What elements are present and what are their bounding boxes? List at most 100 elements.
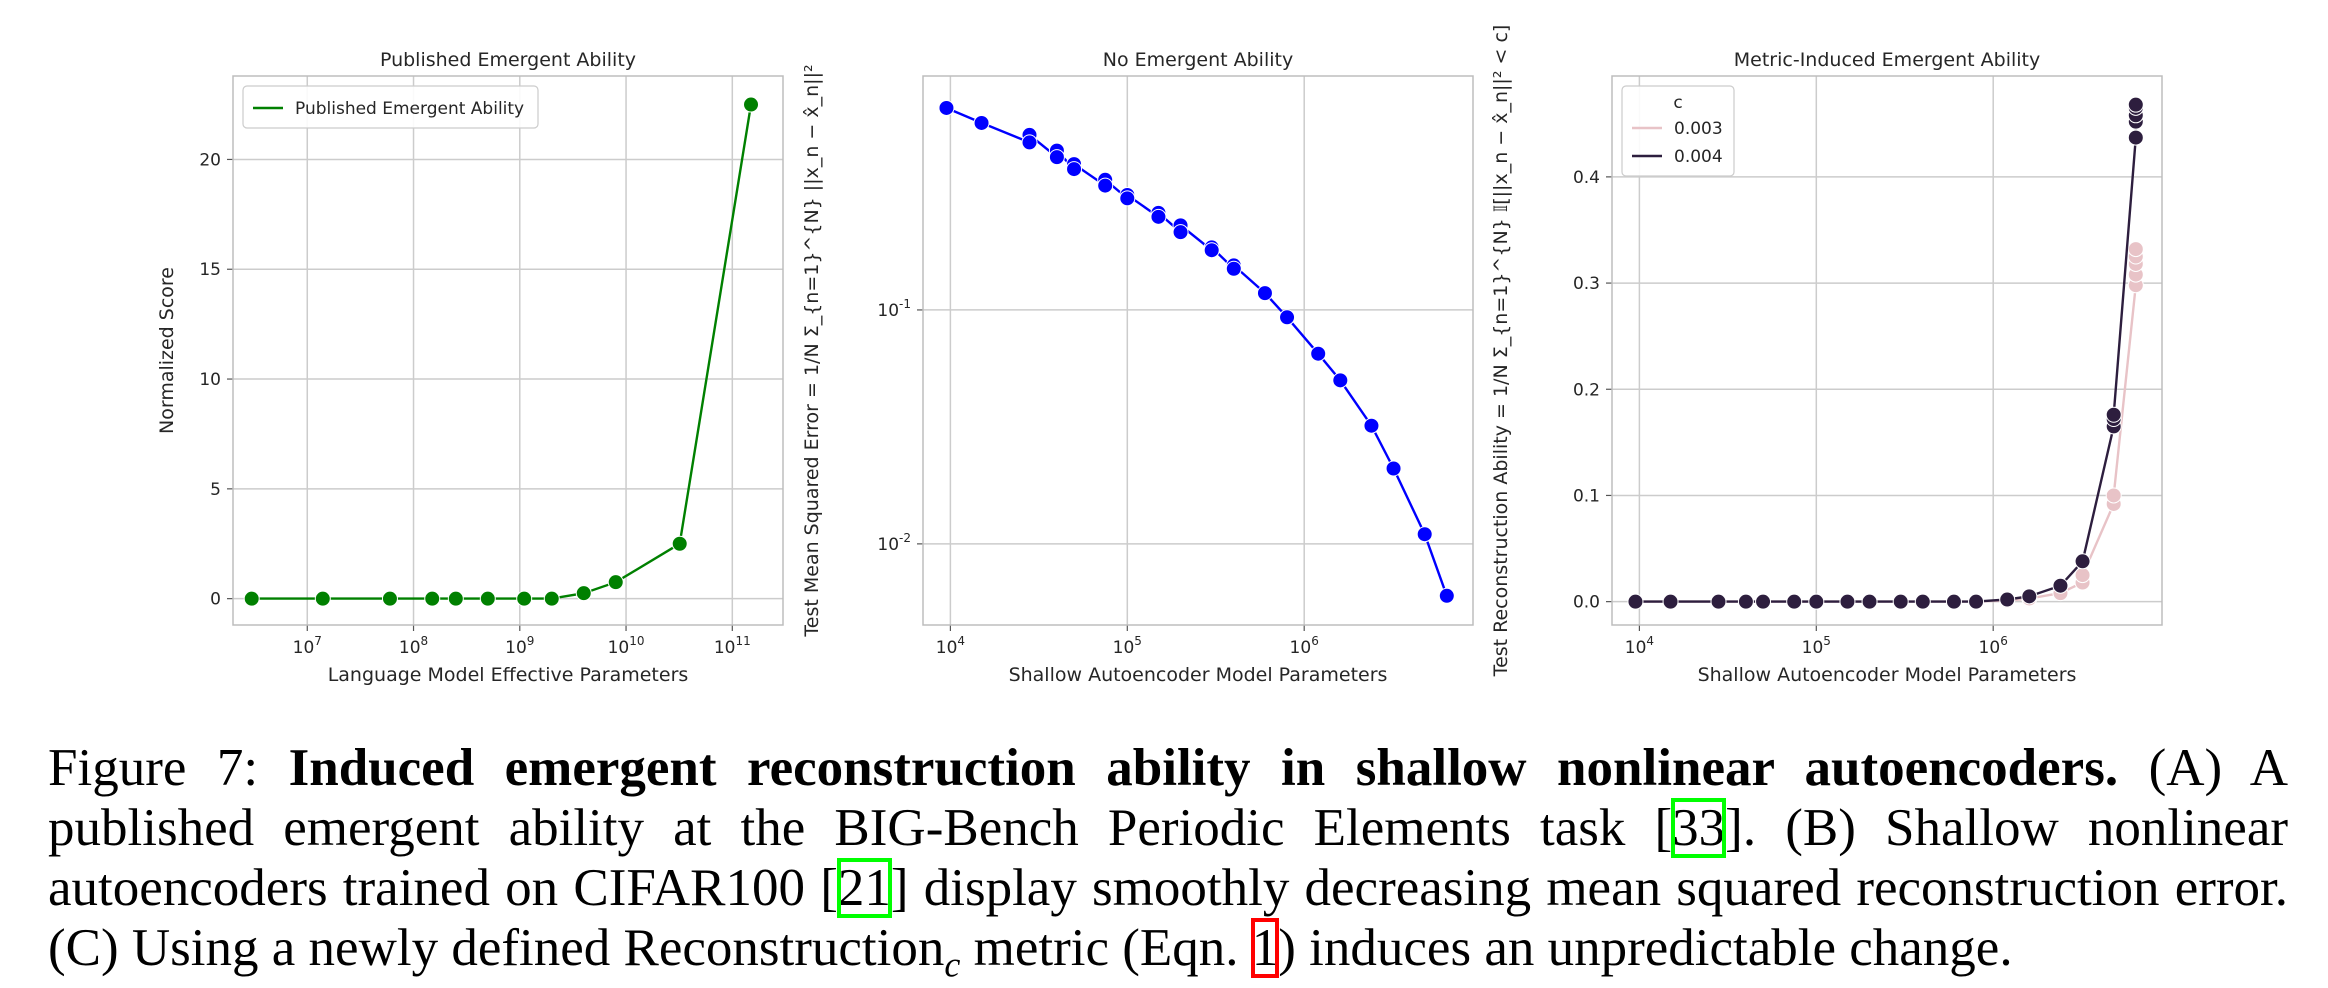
x-tick-label: 108: [399, 634, 428, 658]
x-axis-label: Shallow Autoencoder Model Parameters: [1009, 664, 1388, 686]
data-point: [1385, 460, 1402, 477]
data-point: [1755, 593, 1772, 610]
data-point: [607, 574, 624, 591]
equation-link-1[interactable]: 1: [1250, 918, 1280, 978]
legend-box: [242, 85, 539, 129]
caption-text-a: (A) A published emergent ability at the …: [48, 739, 2288, 857]
data-point: [1999, 591, 2016, 608]
data-point: [2074, 553, 2091, 570]
series-line-2: [1635, 104, 2137, 603]
chart-title: Metric-Induced Emergent Ability: [1734, 49, 2040, 71]
citation-link-21[interactable]: 21: [836, 858, 892, 918]
data-point: [543, 590, 560, 607]
chart-2: 104 105 106 10-2 10-1 No Emergent Ability Shal…: [801, 49, 1474, 686]
x-tick-label: 105: [1802, 634, 1831, 658]
y-tick-label: 15: [199, 260, 221, 280]
data-point: [743, 96, 760, 113]
caption-text-c: ] display smoothly decreasing mean squar…: [48, 859, 2288, 977]
series-line-1: [1635, 249, 2137, 603]
data-point: [1363, 417, 1380, 434]
x-axis-label: Language Model Effective Parameters: [328, 664, 689, 686]
data-point: [2105, 406, 2122, 423]
data-point: [1119, 190, 1136, 207]
data-point: [1097, 177, 1114, 194]
data-point: [1710, 593, 1727, 610]
y-tick-label: 10: [199, 370, 221, 390]
data-point: [2127, 129, 2144, 146]
y-tick-label: 0.3: [1573, 274, 1600, 294]
legend-entry: Published Emergent Ability: [295, 99, 524, 119]
data-point: [2105, 487, 2122, 504]
legend-title: c: [1673, 93, 1682, 113]
y-tick-label: 5: [210, 480, 221, 500]
data-point: [424, 590, 441, 607]
figure-caption: Figure 7: Induced emergent reconstructio…: [48, 738, 2289, 983]
data-point: [1945, 593, 1962, 610]
data-point: [2127, 96, 2144, 113]
series-line-1: [251, 104, 753, 600]
y-axis-label: Test Mean Squared Error = 1/N Σ_{n=1}^{N…: [801, 64, 823, 637]
data-point: [381, 590, 398, 607]
data-point: [1968, 593, 1985, 610]
data-point: [314, 590, 331, 607]
plot-frame: [1611, 75, 2163, 626]
chart-1: 107 108 109 1010 1011 0 5 10 15 20 Published Emerg…: [156, 49, 784, 686]
data-point: [1256, 285, 1273, 302]
data-point: [1310, 345, 1327, 362]
data-point: [1786, 593, 1803, 610]
data-point: [1627, 593, 1644, 610]
data-point: [1914, 593, 1931, 610]
x-tick-label: 1010: [608, 634, 645, 658]
y-tick-label: 0.2: [1573, 380, 1600, 400]
x-tick-label: 1011: [714, 634, 751, 658]
y-tick-label: 0.0: [1573, 593, 1600, 613]
data-point: [1048, 149, 1065, 166]
data-point: [1808, 593, 1825, 610]
caption-text-e: ) induces an unpredictable change.: [1278, 919, 2013, 977]
data-point: [1892, 593, 1909, 610]
data-point: [1737, 593, 1754, 610]
legend: c 0.003 0.004: [1621, 85, 1735, 177]
data-point: [1066, 161, 1083, 178]
caption-subscript: c: [944, 944, 961, 985]
data-point: [671, 535, 688, 552]
data-point: [1225, 260, 1242, 277]
x-tick-label: 105: [1113, 634, 1142, 658]
legend-entry: 0.003: [1674, 119, 1723, 139]
x-tick-label: 104: [1625, 634, 1654, 658]
y-axis-label: Test Reconstruction Ability = 1/N Σ_{n=1…: [1490, 25, 1512, 678]
y-tick-label: 0.1: [1573, 486, 1600, 506]
data-point: [2127, 241, 2144, 258]
y-tick-label: 10-2: [877, 531, 911, 555]
x-tick-label: 104: [936, 634, 965, 658]
plot-frame: [922, 75, 1474, 626]
x-tick-label: 109: [505, 634, 534, 658]
data-point: [479, 590, 496, 607]
figure-label: Figure 7:: [48, 739, 259, 797]
data-point: [575, 585, 592, 602]
caption-text-b: ]. (B) Shallow nonlinear autoencoders tr…: [48, 799, 2289, 917]
data-point: [243, 590, 260, 607]
legend: Published Emergent Ability: [242, 85, 539, 129]
x-tick-label: 107: [293, 634, 322, 658]
y-tick-label: 0: [210, 590, 221, 610]
legend-box: [1621, 85, 1735, 177]
data-point: [1172, 224, 1189, 241]
y-tick-label: 20: [199, 150, 221, 170]
plot-frame: [232, 75, 784, 626]
data-point: [1662, 593, 1679, 610]
legend-entry: 0.004: [1674, 147, 1723, 167]
data-point: [1416, 526, 1433, 543]
y-tick-label: 0.4: [1573, 168, 1600, 188]
figure-7-charts: 107 108 109 1010 1011 0 5 10 15 20 Published Emerg…: [156, 25, 2163, 686]
data-point: [516, 590, 533, 607]
data-point: [1203, 242, 1220, 259]
citation-link-33[interactable]: 33: [1671, 798, 1727, 858]
caption-bold-title: Induced emergent reconstruction ability …: [288, 739, 2119, 797]
data-point: [1279, 309, 1296, 326]
x-axis-label: Shallow Autoencoder Model Parameters: [1698, 664, 2077, 686]
caption-text-d: metric (Eqn.: [960, 919, 1252, 977]
data-point: [1839, 593, 1856, 610]
data-point: [447, 590, 464, 607]
chart-3: 104 105 106 0.0 0.1 0.2 0.3 0.4 Metric-Induced E…: [1490, 25, 2163, 686]
